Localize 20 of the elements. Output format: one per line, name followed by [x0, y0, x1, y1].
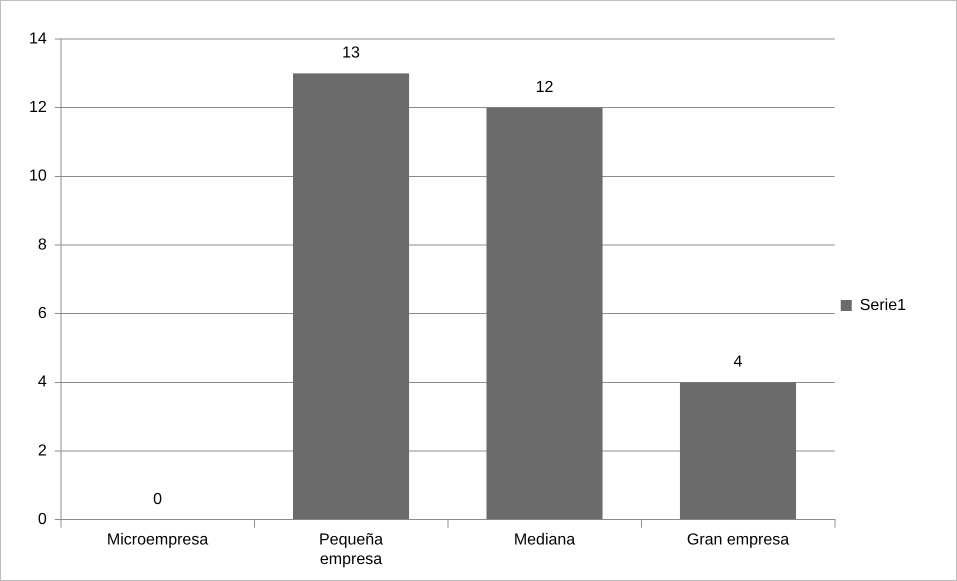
y-tick-label: 2: [38, 442, 47, 460]
y-tick-label: 8: [38, 236, 47, 254]
data-label: 12: [536, 79, 554, 96]
y-tick-label: 12: [29, 99, 47, 116]
y-tick-label: 10: [29, 168, 47, 185]
legend-label: Serie1: [860, 296, 906, 314]
bar: [486, 108, 603, 520]
x-tick-label: Gran empresa: [686, 532, 790, 549]
data-label: 4: [734, 354, 743, 371]
x-tick-label: Microempresa: [106, 532, 208, 549]
y-tick-label: 6: [38, 305, 47, 322]
data-label: 13: [342, 44, 360, 62]
x-tick-label: Pequeña empresa: [319, 532, 384, 568]
x-tick-label: Mediana: [514, 532, 576, 549]
data-label: 0: [153, 491, 162, 508]
y-tick-label: 0: [38, 511, 47, 528]
bar: [292, 73, 410, 520]
y-tick-label: 4: [38, 374, 47, 391]
bar: [680, 382, 796, 520]
y-tick-label: 14: [29, 30, 47, 48]
